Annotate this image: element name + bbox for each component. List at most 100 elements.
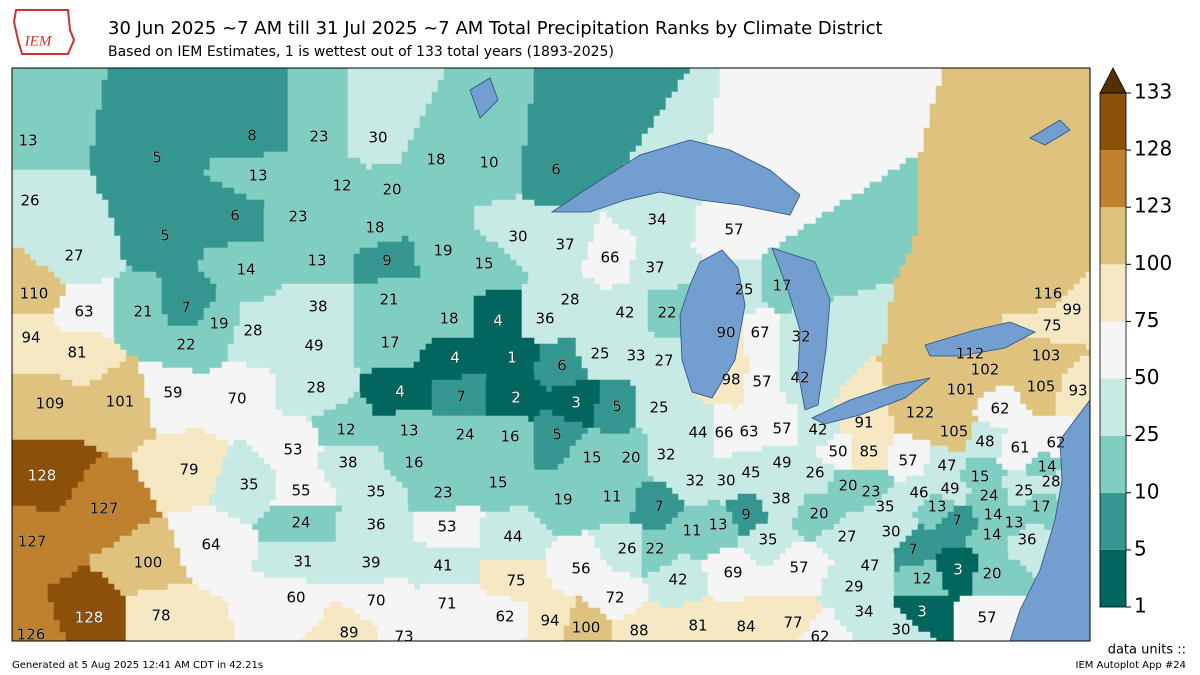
district-rank: 19 xyxy=(433,242,452,260)
district-rank: 36 xyxy=(535,310,554,328)
district-rank: 85 xyxy=(859,443,878,461)
district-rank: 29 xyxy=(844,578,863,596)
district-rank: 24 xyxy=(455,426,474,444)
district-rank: 25 xyxy=(734,281,753,299)
district xyxy=(485,415,535,465)
district-rank: 28 xyxy=(1041,473,1060,491)
logo-outline xyxy=(12,9,76,55)
water xyxy=(1029,119,1071,146)
district-rank: 13 xyxy=(307,252,326,270)
district xyxy=(83,355,157,459)
district-rank: 49 xyxy=(304,337,323,355)
district-rank: 27 xyxy=(654,352,673,370)
district-rank: 46 xyxy=(909,484,928,502)
district-rank: 44 xyxy=(688,424,707,442)
district-rank: 19 xyxy=(209,315,228,333)
district-rank: 22 xyxy=(176,336,195,354)
district xyxy=(533,337,589,393)
district-rank: 128 xyxy=(28,467,57,485)
district-rank: 16 xyxy=(500,428,519,446)
logo-text: IEM xyxy=(24,33,53,49)
district-rank: 6 xyxy=(551,161,561,179)
district-rank: 57 xyxy=(772,420,791,438)
district-rank: 12 xyxy=(336,421,355,439)
district-rank: 14 xyxy=(982,526,1001,544)
district xyxy=(179,67,289,159)
district-rank: 53 xyxy=(437,518,456,536)
colorbar-bin xyxy=(1100,435,1126,493)
district xyxy=(971,505,1009,525)
colorbar: 1 5 10 25 50 75 100 123 128 133 xyxy=(1099,67,1172,618)
district-rank: 33 xyxy=(626,347,645,365)
district xyxy=(89,67,211,201)
district-rank: 22 xyxy=(657,304,676,322)
district xyxy=(383,445,451,489)
district xyxy=(701,547,769,603)
district-rank: 44 xyxy=(503,528,522,546)
footer-right: IEM Autoplot App #24 xyxy=(1076,660,1186,671)
district xyxy=(47,565,127,642)
colorbar-tick-label: 1 xyxy=(1134,594,1147,618)
footer-left: Generated at 5 Aug 2025 12:41 AM CDT in … xyxy=(12,660,263,671)
water xyxy=(924,321,1036,357)
district-rank: 57 xyxy=(724,221,743,239)
district-rank: 128 xyxy=(75,609,104,627)
district-rank: 36 xyxy=(366,516,385,534)
colorbar-bin xyxy=(1100,378,1126,436)
district-rank: 14 xyxy=(236,261,255,279)
district-rank: 64 xyxy=(201,536,220,554)
district-rank: 23 xyxy=(861,483,880,501)
district-rank: 78 xyxy=(151,607,170,625)
district xyxy=(227,295,289,369)
district-rank: 66 xyxy=(714,424,733,442)
district-rank: 112 xyxy=(956,345,985,363)
district-rank: 49 xyxy=(772,454,791,472)
district-rank: 90 xyxy=(716,324,735,342)
district-rank: 13 xyxy=(708,516,727,534)
district-rank: 101 xyxy=(947,381,976,399)
colorbar-bin xyxy=(1100,264,1126,322)
district-rank: 18 xyxy=(365,219,384,237)
district-rank: 8 xyxy=(247,127,257,145)
district xyxy=(617,331,655,387)
map-frame xyxy=(11,67,1091,642)
colorbar-tick-label: 123 xyxy=(1134,194,1172,218)
district xyxy=(23,199,127,285)
colorbar-extension xyxy=(1099,67,1127,94)
district-rank: 47 xyxy=(937,457,956,475)
district-rank: 13 xyxy=(927,498,946,516)
district-rank: 18 xyxy=(439,310,458,328)
units-label: data units :: xyxy=(1108,643,1186,658)
district-rank: 56 xyxy=(571,560,590,578)
district-rank: 91 xyxy=(854,414,873,432)
district-rank: 34 xyxy=(854,603,873,621)
district-rank: 84 xyxy=(736,618,755,636)
district-rank: 77 xyxy=(783,614,802,632)
district-rank: 103 xyxy=(1032,347,1061,365)
colorbar-tick-label: 133 xyxy=(1134,80,1172,104)
colorbar-bin xyxy=(1100,321,1126,379)
subtitle: Based on IEM Estimates, 1 is wettest out… xyxy=(108,44,614,60)
district-rank: 10 xyxy=(479,154,498,172)
colorbar-tick-label: 75 xyxy=(1134,308,1159,332)
district xyxy=(413,283,475,345)
district xyxy=(737,403,769,453)
district-rank: 22 xyxy=(645,540,664,558)
district-rank: 7 xyxy=(456,388,466,406)
district xyxy=(467,457,535,513)
district-rank: 7 xyxy=(952,512,962,530)
district-rank: 24 xyxy=(291,514,310,532)
district-rank: 42 xyxy=(615,304,634,322)
district xyxy=(671,397,715,459)
district-rank: 61 xyxy=(1010,439,1029,457)
district-rank: 35 xyxy=(239,476,258,494)
district-rank: 20 xyxy=(838,477,857,495)
title: 30 Jun 2025 ~7 AM till 31 Jul 2025 ~7 AM… xyxy=(108,18,883,39)
district-rank: 23 xyxy=(433,484,452,502)
colorbar-frame xyxy=(1099,92,1127,608)
district-rank: 28 xyxy=(306,379,325,397)
district-rank: 11 xyxy=(682,522,701,540)
district-rank: 6 xyxy=(557,357,567,375)
district-rank: 69 xyxy=(723,564,742,582)
district xyxy=(401,67,469,207)
